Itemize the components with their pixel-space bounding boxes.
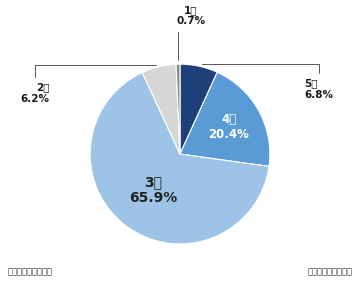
Text: 5点
6.8%: 5点 6.8% xyxy=(202,64,333,100)
Wedge shape xyxy=(180,72,270,166)
Wedge shape xyxy=(180,64,217,154)
Text: 1点
0.7%: 1点 0.7% xyxy=(176,5,205,59)
Text: 期待よりかなり良い: 期待よりかなり良い xyxy=(7,268,52,277)
Text: 4点
20.4%: 4点 20.4% xyxy=(208,113,249,141)
Wedge shape xyxy=(90,72,269,244)
Wedge shape xyxy=(142,64,180,154)
Text: 2点
6.2%: 2点 6.2% xyxy=(21,65,156,104)
Wedge shape xyxy=(176,64,180,154)
Text: 3点
65.9%: 3点 65.9% xyxy=(129,175,177,205)
Text: 期待よりかなり悪い: 期待よりかなり悪い xyxy=(308,268,353,277)
